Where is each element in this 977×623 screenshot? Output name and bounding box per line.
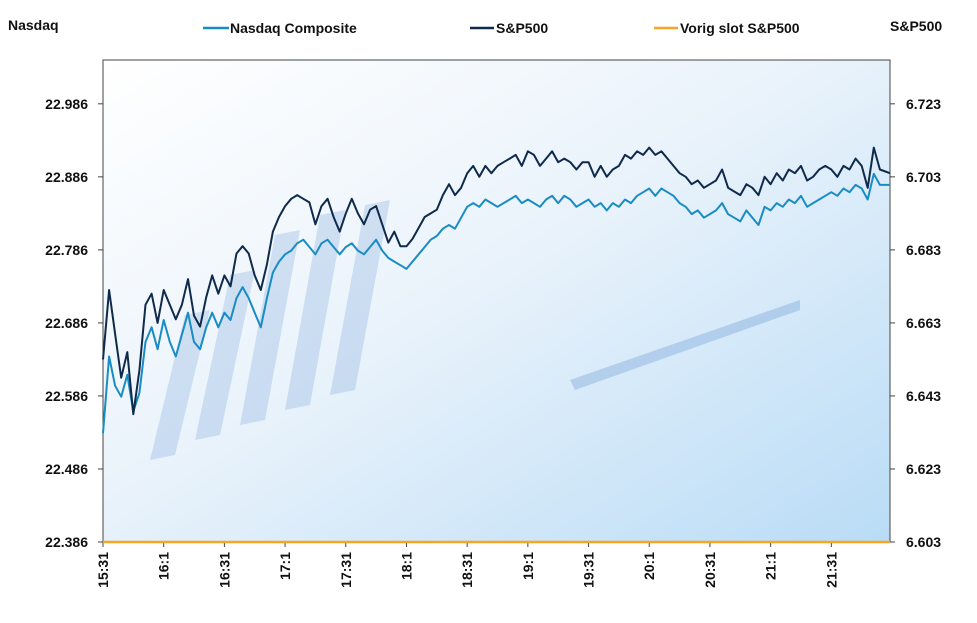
left-tick-label: 22.686: [45, 315, 88, 331]
x-axis: 15:31 16:1 16:31 17:1 17:31 18:1 18:31 19:1 19:3…: [95, 542, 839, 588]
x-tick-label: 18:31: [459, 552, 475, 588]
right-axis-label: S&P500: [890, 18, 942, 34]
left-axis-label: Nasdaq: [8, 17, 59, 33]
x-tick-label: 21:1: [763, 552, 779, 580]
x-tick-label: 15:31: [95, 552, 111, 588]
right-tick-label: 6.663: [906, 315, 941, 331]
left-tick-label: 22.886: [45, 169, 88, 185]
right-tick-label: 6.623: [906, 461, 941, 477]
legend-item-nasdaq[interactable]: Nasdaq Composite: [203, 20, 357, 36]
right-axis: 6.603 6.623 6.643 6.663 6.683 6.703 6.723: [890, 96, 941, 550]
series-line-nasdaq-composite: [102, 172, 890, 434]
legend-label-previous-close: Vorig slot S&P500: [680, 20, 800, 36]
legend-item-previous-close[interactable]: Vorig slot S&P500: [654, 20, 800, 36]
legend-label-nasdaq: Nasdaq Composite: [230, 20, 357, 36]
left-tick-label: 22.586: [45, 388, 88, 404]
right-tick-label: 6.683: [906, 242, 941, 258]
left-tick-label: 22.986: [45, 96, 88, 112]
right-tick-label: 6.643: [906, 388, 941, 404]
legend: Nasdaq Composite S&P500 Vorig slot S&P50…: [203, 20, 800, 36]
x-tick-label: 18:1: [398, 552, 414, 580]
background-decoration: [150, 200, 800, 460]
left-tick-label: 22.386: [45, 534, 88, 550]
right-tick-label: 6.723: [906, 96, 941, 112]
x-tick-label: 16:1: [156, 552, 172, 580]
plot-area: [102, 59, 891, 543]
x-tick-label: 16:31: [216, 552, 232, 588]
x-tick-label: 20:31: [702, 552, 718, 588]
series-layer: [102, 146, 891, 544]
x-tick-label: 20:1: [641, 552, 657, 580]
x-tick-label: 17:31: [338, 552, 354, 588]
right-tick-label: 6.703: [906, 169, 941, 185]
legend-item-sp500[interactable]: S&P500: [470, 20, 548, 36]
series-line-s-p500: [102, 146, 891, 416]
x-tick-label: 19:31: [581, 552, 597, 588]
legend-label-sp500: S&P500: [496, 20, 548, 36]
left-tick-label: 22.786: [45, 242, 88, 258]
x-tick-label: 19:1: [520, 552, 536, 580]
x-tick-label: 17:1: [277, 552, 293, 580]
left-tick-label: 22.486: [45, 461, 88, 477]
left-axis: 22.386 22.486 22.586 22.686 22.786 22.886 22.9…: [45, 96, 103, 550]
right-tick-label: 6.603: [906, 534, 941, 550]
plot-background: [103, 60, 890, 542]
x-tick-label: 21:31: [823, 552, 839, 588]
